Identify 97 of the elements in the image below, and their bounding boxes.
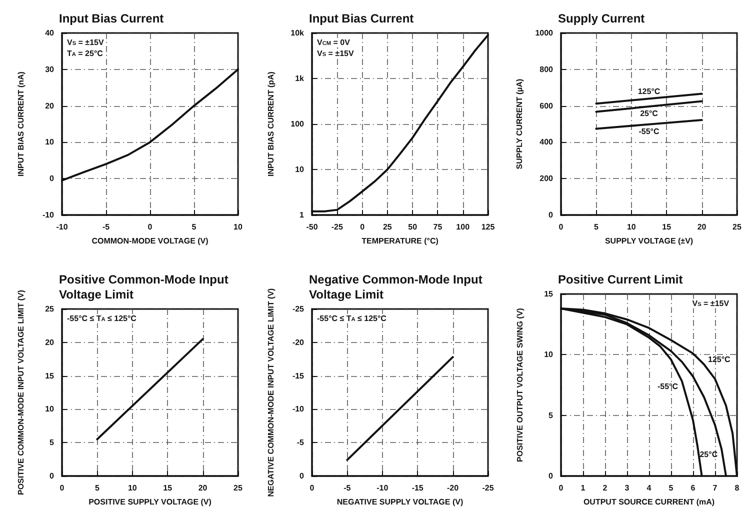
y-tick-label: 10 — [544, 350, 554, 360]
x-tick-label: 20 — [198, 484, 208, 492]
x-axis-title: NEGATIVE SUPPLY VOLTAGE (V) — [336, 497, 464, 506]
annotation: 25°C — [640, 109, 658, 118]
y-tick-label: 5 — [548, 410, 554, 420]
x-tick-label: 7 — [713, 484, 718, 492]
y-tick-label: 10 — [45, 404, 55, 414]
y-tick-label: 400 — [540, 138, 554, 147]
y-tick-label: 1000 — [536, 28, 554, 38]
y-tick-label: 10k — [290, 28, 304, 38]
y-tick-label: 800 — [540, 64, 554, 74]
x-tick-label: 75 — [432, 222, 442, 232]
x-tick-label: 10 — [627, 222, 637, 232]
y-tick-label: 200 — [540, 174, 554, 184]
x-tick-label: -5 — [102, 222, 110, 232]
x-tick-label: 8 — [735, 484, 740, 492]
chart-title: Negative Common-Mode Input Voltage Limit — [308, 272, 486, 302]
x-tick-label: 25 — [732, 222, 742, 232]
y-tick-label: 15 — [45, 371, 55, 380]
x-tick-label: 0 — [60, 484, 65, 492]
chart-title: Input Bias Current — [308, 12, 414, 26]
x-tick-label: 100 — [456, 222, 470, 232]
y-tick-label: 10 — [294, 165, 304, 174]
y-axis-title: INPUT BIAS CURRENT (pA) — [266, 71, 276, 176]
x-tick-label: 3 — [625, 484, 630, 492]
x-axis-title: SUPPLY VOLTAGE (±V) — [605, 236, 694, 246]
x-tick-label: 5 — [594, 222, 600, 232]
y-axis-title: INPUT BIAS CURRENT (nA) — [16, 71, 26, 176]
y-tick-label: 600 — [540, 101, 554, 110]
y-tick-label: 1 — [299, 210, 304, 220]
y-tick-label: 15 — [544, 290, 554, 298]
x-tick-label: 10 — [128, 484, 138, 492]
chart-title: Positive Current Limit — [558, 272, 684, 286]
x-tick-label: 0 — [559, 484, 564, 492]
y-axis-title: POSITIVE OUTPUT VOLTAGE SWING (V) — [516, 308, 525, 462]
y-tick-label: 0 — [50, 174, 55, 184]
y-tick-label: 20 — [45, 101, 55, 110]
x-axis-title: POSITIVE SUPPLY VOLTAGE (V) — [88, 497, 212, 506]
y-axis-title: SUPPLY CURRENT (µA) — [515, 78, 524, 170]
x-tick-label: -25 — [331, 222, 344, 232]
chart-title: Positive Common-Mode Input Voltage Limit — [59, 272, 232, 302]
y-tick-label: 1k — [294, 74, 304, 83]
x-tick-label: -5 — [343, 484, 351, 492]
x-axis-title: COMMON-MODE VOLTAGE (V) — [92, 236, 209, 246]
y-tick-label: 25 — [45, 304, 55, 314]
x-tick-label: -20 — [446, 484, 459, 492]
x-tick-label: 0 — [559, 222, 564, 232]
y-tick-label: 100 — [290, 120, 304, 128]
x-axis-title: TEMPERATURE (°C) — [361, 236, 438, 246]
y-tick-label: -15 — [292, 371, 304, 380]
annotation: -55°C — [658, 382, 679, 391]
y-tick-label: 0 — [299, 472, 304, 480]
x-tick-label: 0 — [360, 222, 365, 232]
y-tick-label: 5 — [50, 438, 55, 448]
x-tick-label: 2 — [603, 484, 608, 492]
x-tick-label: 4 — [647, 484, 652, 492]
x-tick-label: -10 — [376, 484, 388, 492]
annotation: 125°C — [708, 354, 731, 364]
y-tick-label: 0 — [548, 210, 554, 220]
x-tick-label: -10 — [56, 222, 68, 232]
x-tick-label: 10 — [234, 222, 243, 232]
x-tick-label: 125 — [480, 222, 495, 232]
y-tick-label: 20 — [45, 338, 55, 347]
x-tick-label: 5 — [94, 484, 100, 492]
y-tick-label: -5 — [296, 438, 304, 448]
chart-title: Input Bias Current — [59, 12, 164, 26]
y-axis-title: POSITIVE COMMON-MODE INPUT VOLTAGE LIMIT (V) — [16, 290, 26, 496]
y-tick-label: -25 — [292, 304, 304, 314]
annotation: 25°C — [700, 450, 718, 459]
x-tick-label: 1 — [581, 484, 586, 492]
x-tick-label: 5 — [192, 222, 197, 232]
annotation: 125°C — [638, 87, 661, 96]
x-tick-label: 15 — [662, 222, 672, 232]
x-tick-label: 5 — [669, 484, 674, 492]
x-axis-title: OUTPUT SOURCE CURRENT (mA) — [584, 497, 716, 506]
x-tick-label: 15 — [163, 484, 173, 492]
x-tick-label: 6 — [691, 484, 696, 492]
x-tick-label: 25 — [382, 222, 392, 232]
y-tick-label: 30 — [45, 64, 55, 74]
y-tick-label: -20 — [292, 338, 304, 347]
x-tick-label: -25 — [482, 484, 494, 492]
x-tick-label: 0 — [148, 222, 153, 232]
y-tick-label: 0 — [548, 472, 554, 480]
x-tick-label: 0 — [309, 484, 314, 492]
y-tick-label: 40 — [45, 28, 55, 38]
x-tick-label: 50 — [408, 222, 418, 232]
x-tick-label: 20 — [698, 222, 708, 232]
y-tick-label: -10 — [42, 210, 55, 220]
y-tick-label: 10 — [45, 138, 55, 147]
y-tick-label: -10 — [292, 404, 304, 414]
x-tick-label: 25 — [234, 484, 243, 492]
y-tick-label: 0 — [50, 472, 55, 480]
annotation: -55°C — [639, 126, 660, 136]
chart-title: Supply Current — [558, 12, 646, 26]
x-tick-label: -15 — [411, 484, 424, 492]
y-axis-title: NEGATIVE COMMON-MODE INPUT VOLTAGE LIMIT (V) — [266, 288, 276, 497]
x-tick-label: -50 — [306, 222, 318, 232]
